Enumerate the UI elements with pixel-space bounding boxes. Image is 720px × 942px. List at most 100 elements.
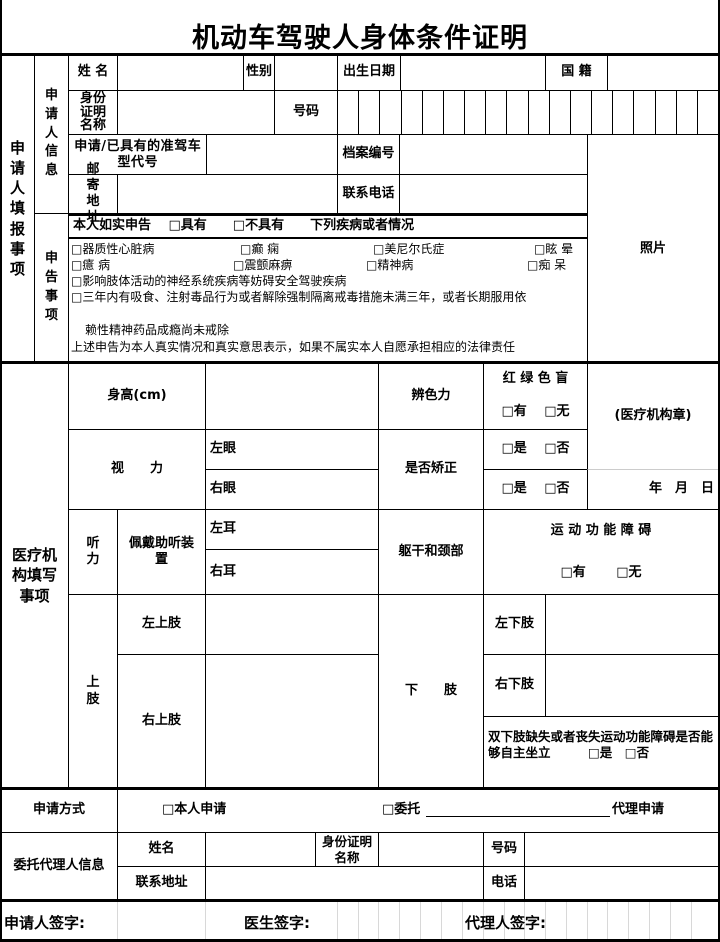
id-digit-cell[interactable]	[549, 90, 571, 135]
condition-drugs-cont: 赖性精神药品成瘾尚未戒除	[85, 323, 230, 337]
right-upper-label: 右上肢	[117, 654, 206, 789]
agent-address-label: 联系地址	[117, 866, 206, 901]
motor-cell: 运 动 功 能 障 碍 □有 □无	[483, 509, 719, 595]
color-blind-options[interactable]: □有 □无	[501, 404, 570, 420]
left-upper-field[interactable]	[205, 594, 379, 655]
id-digit-cell[interactable]	[570, 90, 592, 135]
condition-parkinson[interactable]: □震颤麻痹	[233, 258, 293, 272]
right-upper-field[interactable]	[205, 654, 379, 789]
condition-meniere[interactable]: □美尼尔氏症	[373, 242, 445, 256]
left-lower-label: 左下肢	[483, 594, 546, 655]
condition-heart[interactable]: □器质性心脏病	[71, 242, 155, 256]
agent-number-field[interactable]	[524, 832, 719, 867]
mail-address-label: 邮寄地址	[68, 162, 118, 225]
motor-options[interactable]: □有 □无	[560, 564, 642, 580]
agent-id-doc-field[interactable]	[378, 832, 484, 867]
agent-id-doc-label: 身份证明名称	[315, 832, 379, 867]
motor-label: 运 动 功 能 障 碍	[550, 522, 652, 538]
hearing-label: 听 力	[68, 509, 126, 595]
id-digit-cell[interactable]	[485, 90, 507, 135]
doctor-signature-label: 医生签字:	[244, 914, 310, 932]
id-digit-cell[interactable]	[443, 90, 465, 135]
hearing-aid-label: 佩戴助听装置	[117, 509, 206, 595]
id-digit-cell[interactable]	[401, 90, 423, 135]
declare-header[interactable]: 本人如实申告 □具有 □不具有 下列疾病或者情况	[68, 213, 588, 239]
left-eye-field[interactable]: 左眼	[205, 429, 379, 470]
condition-mental[interactable]: □精神病	[366, 258, 414, 272]
photo-box: 照片	[587, 134, 719, 363]
id-doc-label: 身份证明名称	[68, 90, 118, 135]
right-corrected-options[interactable]: □是 □否	[483, 469, 588, 510]
agent-name-field[interactable]	[205, 832, 316, 867]
id-digit-cell[interactable]	[506, 90, 529, 135]
delegate-name-line[interactable]	[426, 816, 610, 817]
delegate-option[interactable]: □委托	[382, 801, 421, 817]
condition-drugs[interactable]: □三年内有吸食、注射毒品行为或者解除强制隔离戒毒措施未满三年，或者长期服用依	[71, 290, 527, 304]
nationality-field[interactable]	[607, 54, 719, 91]
color-blind-cell: 红 绿 色 盲 □有 □无	[483, 362, 588, 430]
condition-neuro[interactable]: □影响肢体活动的神经系统疾病等妨碍安全驾驶疾病	[71, 274, 347, 288]
divider	[0, 361, 720, 364]
gridline	[358, 902, 359, 940]
license-type-field[interactable]	[206, 134, 338, 175]
gridline	[462, 902, 463, 940]
form-title: 机动车驾驶人身体条件证明	[192, 23, 528, 54]
id-digit-cell[interactable]	[379, 90, 402, 135]
birth-field[interactable]	[400, 54, 546, 91]
divider	[0, 939, 720, 942]
gridline	[117, 902, 118, 940]
id-digit-cell[interactable]	[337, 90, 359, 135]
id-digit-cell[interactable]	[676, 90, 698, 135]
left-ear-field[interactable]: 左耳	[205, 509, 379, 550]
file-number-field[interactable]	[399, 134, 588, 175]
divider	[0, 787, 720, 790]
condition-epilepsy[interactable]: □癫 痫	[240, 242, 280, 256]
condition-hysteria[interactable]: □癔 病	[71, 258, 111, 272]
mail-address-field[interactable]	[117, 174, 338, 214]
agent-phone-field[interactable]	[524, 866, 719, 901]
id-digit-cell[interactable]	[464, 90, 486, 135]
gridline	[691, 902, 692, 940]
id-doc-field[interactable]	[117, 90, 275, 135]
gridline	[504, 902, 505, 940]
declare-label: 申告事项	[34, 213, 69, 363]
right-ear-field[interactable]: 右耳	[205, 549, 379, 595]
gender-field[interactable]	[274, 54, 338, 91]
left-lower-field[interactable]	[545, 594, 719, 655]
id-digit-cell[interactable]	[422, 90, 444, 135]
id-digit-cell[interactable]	[358, 90, 380, 135]
divider	[0, 0, 2, 942]
id-digit-cell[interactable]	[633, 90, 656, 135]
color-vision-label: 辨色力	[378, 362, 484, 430]
gridline	[524, 902, 525, 940]
gridline	[649, 902, 650, 940]
id-digit-cell[interactable]	[612, 90, 634, 135]
height-field[interactable]	[205, 362, 379, 430]
id-digit-cell[interactable]	[697, 90, 719, 135]
agent-name-label: 姓名	[117, 832, 206, 867]
phone-field[interactable]	[399, 174, 588, 214]
gridline	[628, 902, 629, 940]
id-digit-cell[interactable]	[591, 90, 613, 135]
agent-info-label: 委托代理人信息	[0, 832, 118, 901]
id-digit-cell[interactable]	[528, 90, 550, 135]
left-corrected-options[interactable]: □是 □否	[483, 429, 588, 470]
agent-number-label: 号码	[483, 832, 525, 867]
condition-vertigo[interactable]: □眩 晕	[534, 242, 574, 256]
id-digit-cell[interactable]	[655, 90, 677, 135]
gridline	[441, 902, 442, 940]
stamp-area: (医疗机构章)	[587, 362, 719, 470]
gridline	[670, 902, 671, 940]
name-field[interactable]	[117, 54, 244, 91]
gridline	[587, 902, 588, 940]
nationality-label: 国 籍	[545, 54, 608, 91]
date-field[interactable]: 年 月 日	[587, 469, 719, 510]
right-eye-field[interactable]: 右眼	[205, 469, 379, 510]
agent-address-field[interactable]	[205, 866, 484, 901]
self-apply-option[interactable]: □本人申请	[162, 801, 227, 817]
upper-limb-label: 上肢	[68, 594, 118, 789]
both-lower-limbs-question[interactable]: 双下肢缺失或者丧失运动功能障碍是否能够自主坐立 □是 □否	[483, 716, 719, 789]
right-lower-field[interactable]	[545, 654, 719, 717]
condition-dementia[interactable]: □痴 呆	[527, 258, 567, 272]
gridline	[337, 902, 338, 940]
